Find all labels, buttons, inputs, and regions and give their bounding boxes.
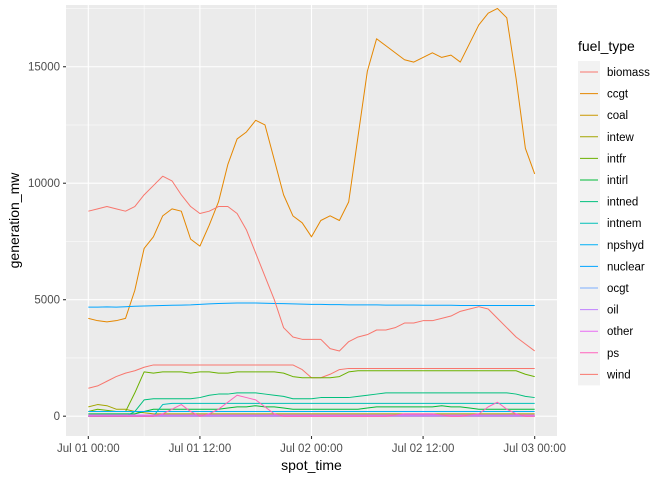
series-line-intned (88, 392, 535, 417)
legend-label-ccgt: ccgt (607, 89, 629, 101)
legend-title: fuel_type (578, 38, 635, 54)
x-tick-label: Jul 02 00:00 (280, 443, 343, 455)
y-tick-label: 15000 (28, 62, 60, 74)
legend-label-wind: wind (606, 369, 631, 381)
legend-label-biomass: biomass (607, 67, 650, 79)
y-tick-label: 5000 (34, 295, 60, 307)
legend-label-intfr: intfr (607, 153, 626, 165)
series-line-intirl (88, 405, 535, 415)
x-axis: Jul 01 00:00 Jul 01 12:00 Jul 02 00:00 Jul … (57, 436, 566, 455)
legend-label-intew: intew (607, 132, 635, 144)
legend-label-intirl: intirl (607, 175, 628, 187)
series-line-nuclear (88, 302, 535, 308)
legend-items: biomass ccgt coal intew intfr intirl intned int… (578, 61, 650, 386)
y-tick-label: 0 (54, 411, 60, 423)
legend-label-ocgt: ocgt (607, 283, 630, 295)
legend-label-intned: intned (607, 197, 638, 209)
y-tick-label: 10000 (28, 178, 60, 190)
x-axis-title: spot_time (281, 457, 342, 473)
legend-label-npshyd: npshyd (607, 240, 644, 252)
series-line-ps (88, 394, 535, 417)
legend-label-intnem: intnem (607, 218, 642, 230)
legend-label-coal: coal (607, 110, 628, 122)
x-tick-label: Jul 02 12:00 (392, 443, 455, 455)
x-tick-label: Jul 01 00:00 (57, 443, 120, 455)
x-tick-label: Jul 03 00:00 (503, 443, 566, 455)
x-tick-label: Jul 01 12:00 (169, 443, 232, 455)
series-line-intnem (88, 402, 535, 417)
legend-label-oil: oil (607, 305, 619, 317)
legend-label-ps: ps (607, 348, 619, 360)
legend-label-other: other (607, 326, 633, 338)
legend: fuel_type biomass ccgt coal intew intfr intir… (578, 38, 650, 386)
series-line-wind (88, 175, 535, 352)
y-axis-title: generation_mw (6, 172, 22, 269)
series-line-ccgt (88, 7, 536, 323)
series-lines (88, 7, 536, 417)
legend-label-nuclear: nuclear (607, 261, 645, 273)
y-axis: 0 5000 10000 15000 (28, 62, 66, 423)
series-line-intfr (88, 370, 535, 413)
